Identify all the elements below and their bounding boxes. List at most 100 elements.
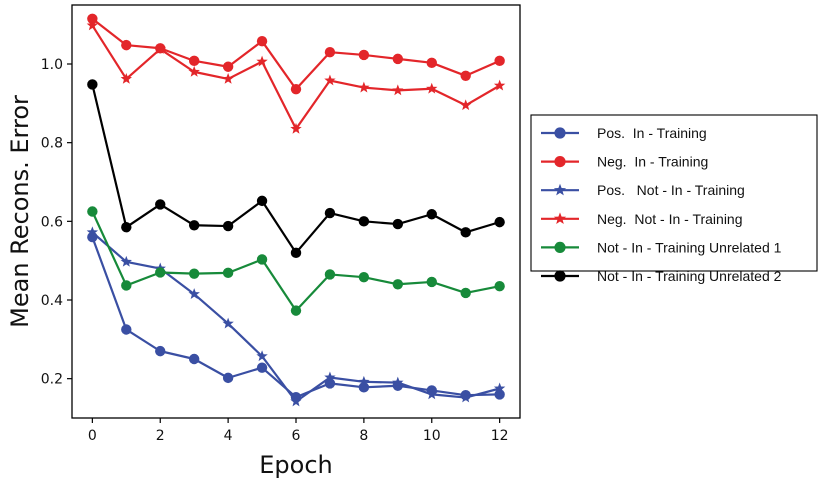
data-point xyxy=(358,49,370,61)
legend-label: Not - In - Training Unrelated 2 xyxy=(597,268,782,284)
legend-label: Pos. Not - In - Training xyxy=(597,182,745,198)
data-point xyxy=(554,156,566,168)
data-point xyxy=(121,324,132,335)
legend-item: Neg. In - Training xyxy=(541,154,708,170)
data-point xyxy=(358,271,370,283)
data-point-star xyxy=(256,55,268,67)
data-point xyxy=(222,220,234,232)
data-point-star xyxy=(426,388,438,400)
data-point-star xyxy=(86,226,99,238)
data-point xyxy=(324,47,336,58)
y-tick-label: 0.4 xyxy=(41,293,63,309)
data-point-star xyxy=(358,375,370,387)
data-point-star xyxy=(290,395,302,407)
y-tick-label: 0.6 xyxy=(41,214,63,230)
data-point xyxy=(426,57,437,69)
data-point xyxy=(392,53,404,65)
data-point xyxy=(188,353,200,365)
data-point-star xyxy=(460,99,472,111)
data-point-star xyxy=(120,72,132,84)
x-tick-label: 0 xyxy=(88,428,97,444)
y-axis-title: Mean Recons. Error xyxy=(6,95,34,328)
data-point-star xyxy=(86,19,99,31)
legend-label: Not - In - Training Unrelated 1 xyxy=(597,239,782,255)
data-point xyxy=(290,83,302,95)
data-point xyxy=(426,276,437,288)
data-point xyxy=(188,55,200,67)
data-point xyxy=(494,216,505,228)
data-point xyxy=(494,55,505,67)
legend-item: Not - In - Training Unrelated 1 xyxy=(541,239,782,255)
data-point xyxy=(554,241,566,253)
data-point xyxy=(155,267,166,278)
data-point xyxy=(121,39,132,51)
data-point-star xyxy=(358,81,370,93)
legend: Pos. In - Training Neg. In - Training Pos.… xyxy=(530,114,818,284)
data-point xyxy=(155,345,166,357)
series-line xyxy=(91,211,500,312)
legend-label: Pos. In - Training xyxy=(597,125,707,141)
data-point xyxy=(222,61,234,72)
data-point-star xyxy=(188,288,200,299)
legend-label: Neg. Not - In - Training xyxy=(597,211,743,227)
data-point xyxy=(426,209,437,220)
data-point-star xyxy=(256,350,268,362)
data-point xyxy=(87,13,98,24)
series-4 xyxy=(86,19,506,134)
y-tick-label: 0.2 xyxy=(41,372,63,388)
y-tick-label: 1.0 xyxy=(41,57,63,73)
data-point xyxy=(121,280,132,291)
data-point xyxy=(358,216,370,227)
x-tick-label: 12 xyxy=(491,428,509,444)
data-point-star xyxy=(553,183,567,196)
data-point xyxy=(324,269,336,280)
data-point xyxy=(256,362,268,373)
data-point xyxy=(324,207,336,219)
data-point-star xyxy=(120,255,132,267)
data-point-star xyxy=(222,72,234,84)
data-point xyxy=(392,279,404,290)
data-point xyxy=(256,195,268,207)
data-point-star xyxy=(553,212,567,225)
data-point xyxy=(121,222,132,233)
data-point xyxy=(554,127,566,139)
data-point xyxy=(155,199,166,210)
data-point xyxy=(222,372,234,384)
data-point xyxy=(290,247,302,258)
series-line xyxy=(91,236,500,399)
data-point xyxy=(87,79,98,90)
data-point-star xyxy=(493,79,506,91)
data-point-star xyxy=(188,65,200,77)
series-5 xyxy=(87,206,505,316)
data-point-star xyxy=(426,82,438,94)
x-axis-ticks: 0 2 4 6 8 10 12 xyxy=(88,418,509,444)
legend-item: Pos. In - Training xyxy=(541,125,707,141)
data-point xyxy=(188,268,200,279)
x-tick-label: 2 xyxy=(156,428,165,444)
data-point xyxy=(256,254,268,265)
data-point-star xyxy=(222,317,234,329)
data-point xyxy=(460,70,471,82)
y-axis-ticks: 0.2 0.4 0.6 0.8 1.0 xyxy=(41,57,72,388)
y-tick-label: 0.8 xyxy=(41,136,63,152)
data-point xyxy=(554,270,566,282)
legend-item: Pos. Not - In - Training xyxy=(541,182,745,198)
series-6 xyxy=(87,79,505,258)
legend-item: Not - In - Training Unrelated 2 xyxy=(541,268,782,284)
data-point-star xyxy=(460,391,472,403)
data-point xyxy=(494,281,505,292)
data-point-star xyxy=(324,74,336,86)
data-point-star xyxy=(493,382,506,394)
series-line xyxy=(91,84,500,254)
data-point xyxy=(256,35,268,47)
series-line xyxy=(91,24,501,130)
data-point-star xyxy=(392,84,404,96)
data-point-star xyxy=(392,376,404,388)
x-tick-label: 6 xyxy=(292,428,301,444)
data-point xyxy=(188,220,200,231)
data-point xyxy=(392,218,404,230)
data-point xyxy=(460,287,471,299)
x-tick-label: 8 xyxy=(359,428,368,444)
x-tick-label: 4 xyxy=(224,428,233,444)
